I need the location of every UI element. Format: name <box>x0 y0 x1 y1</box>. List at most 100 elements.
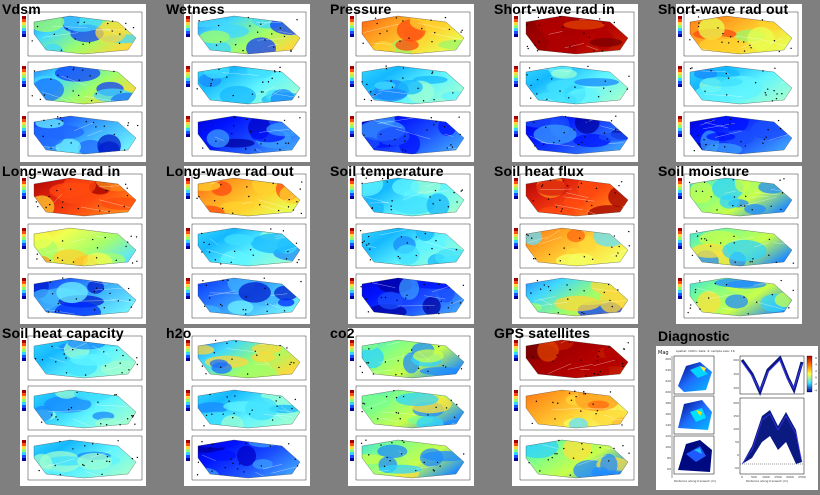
tile-title: Soil moisture <box>658 163 749 179</box>
diag-legend-value-1: 4 <box>815 363 817 367</box>
colorbar <box>186 228 190 249</box>
colorbar <box>514 340 518 361</box>
diag-rb-ytick-4: 0 <box>737 453 739 457</box>
tile-soil-heat-capacity[interactable]: Soil heat capacity <box>0 328 146 486</box>
tile-title: Soil heat flux <box>494 163 584 179</box>
diagnostic-title: Diagnostic <box>658 328 730 344</box>
diag-xlabel-right: Distance along transect (m) <box>746 479 788 483</box>
tile-title: GPS satellites <box>494 325 590 341</box>
tile-title: Vdsm <box>2 1 41 17</box>
diag-left-tick-8: 100 <box>665 445 671 449</box>
tile-soil-moisture[interactable]: Soil moisture <box>656 166 802 324</box>
colorbar <box>678 178 682 199</box>
tile-short-wave-rad-out[interactable]: Short-wave rad out <box>656 4 802 162</box>
tile-title: Soil heat capacity <box>2 325 124 341</box>
tile-co2[interactable]: co2 <box>328 328 474 486</box>
colorbar <box>350 66 354 87</box>
colorbar <box>186 440 190 461</box>
diag-rb-ytick-0: 200 <box>733 401 739 405</box>
colorbar <box>678 278 682 299</box>
colorbar <box>22 390 26 411</box>
tile-pressure[interactable]: Pressure <box>328 4 474 162</box>
colorbar <box>186 16 190 37</box>
diag-left-tick-0: 260 <box>665 357 671 361</box>
tile-short-wave-rad-in[interactable]: Short-wave rad in <box>492 4 638 162</box>
tile-maps <box>0 328 146 486</box>
colorbar <box>186 278 190 299</box>
diag-left-tick-1: 240 <box>665 368 671 372</box>
tile-title: Short-wave rad out <box>658 1 788 17</box>
diag-legend-value-5: -4 <box>814 389 817 393</box>
tile-maps <box>328 4 474 162</box>
diag-panel-3 <box>674 436 714 474</box>
colorbar <box>186 178 190 199</box>
diag-xtick-0: 0 <box>741 475 743 479</box>
colorbar <box>22 16 26 37</box>
diag-rt-ytick-1: 150 <box>733 372 739 376</box>
tile-title: h2o <box>166 325 192 341</box>
tile-maps <box>164 4 310 162</box>
tile-vdsm[interactable]: Vdsm <box>0 4 146 162</box>
diag-left-tick-4: 180 <box>665 401 671 405</box>
diag-legend: 6 4 2 0 -2 -4 <box>807 356 817 393</box>
colorbar <box>186 116 190 137</box>
tile-soil-heat-flux[interactable]: Soil heat flux <box>492 166 638 324</box>
tile-maps <box>656 4 802 162</box>
tile-maps <box>164 328 310 486</box>
tile-maps <box>492 328 638 486</box>
diag-left-tick-2: 220 <box>665 379 671 383</box>
colorbar <box>514 228 518 249</box>
tile-long-wave-rad-in[interactable]: Long-wave rad in <box>0 166 146 324</box>
colorbar <box>22 178 26 199</box>
tile-wetness[interactable]: Wetness <box>164 4 310 162</box>
colorbar <box>350 228 354 249</box>
colorbar <box>186 340 190 361</box>
tile-title: Wetness <box>166 1 225 17</box>
tile-title: Long-wave rad in <box>2 163 120 179</box>
tile-h2o[interactable]: h2o <box>164 328 310 486</box>
colorbar <box>678 66 682 87</box>
colorbar <box>514 66 518 87</box>
diag-panel-2 <box>674 396 714 434</box>
tile-title: Soil temperature <box>330 163 444 179</box>
diag-legend-value-2: 2 <box>815 369 817 373</box>
colorbar <box>22 116 26 137</box>
diag-legend-value-4: -2 <box>814 382 817 386</box>
diag-left-tick-6: 140 <box>665 423 671 427</box>
tile-title: Short-wave rad in <box>494 1 615 17</box>
tile-title: co2 <box>330 325 355 341</box>
diag-xlabel-left: Distance along transect (m) <box>674 479 716 483</box>
colorbar <box>350 278 354 299</box>
colorbar <box>514 278 518 299</box>
colorbar <box>22 440 26 461</box>
diag-rb-ytick-2: 100 <box>733 427 739 431</box>
tile-maps <box>328 328 474 486</box>
diag-panel-1 <box>674 356 714 394</box>
colorbar <box>22 278 26 299</box>
colorbar <box>350 340 354 361</box>
tile-maps <box>0 4 146 162</box>
tile-long-wave-rad-out[interactable]: Long-wave rad out <box>164 166 310 324</box>
colorbar <box>186 66 190 87</box>
diag-mag-label: Mag <box>658 350 669 356</box>
tile-maps <box>492 166 638 324</box>
tile-maps <box>164 166 310 324</box>
tile-gps-satellites[interactable]: GPS satellites <box>492 328 638 486</box>
diag-left-tick-5: 160 <box>665 412 671 416</box>
diag-legend-value-3: 0 <box>815 376 817 380</box>
diag-rt-ytick-2: 100 <box>733 386 739 390</box>
diag-rb-ytick-3: 50 <box>735 440 739 444</box>
colorbar <box>514 390 518 411</box>
colorbar <box>514 178 518 199</box>
diag-header-line: spatial: 100m; beta: 4; sample size: 16 <box>676 349 735 353</box>
diagnostic-panel[interactable]: Mag spatial: 100m; beta: 4; sample size:… <box>656 346 818 490</box>
diag-legend-value-0: 6 <box>815 356 817 360</box>
diag-left-tick-7: 120 <box>665 434 671 438</box>
colorbar <box>350 16 354 37</box>
colorbar <box>22 66 26 87</box>
tile-soil-temperature[interactable]: Soil temperature <box>328 166 474 324</box>
colorbar <box>514 16 518 37</box>
